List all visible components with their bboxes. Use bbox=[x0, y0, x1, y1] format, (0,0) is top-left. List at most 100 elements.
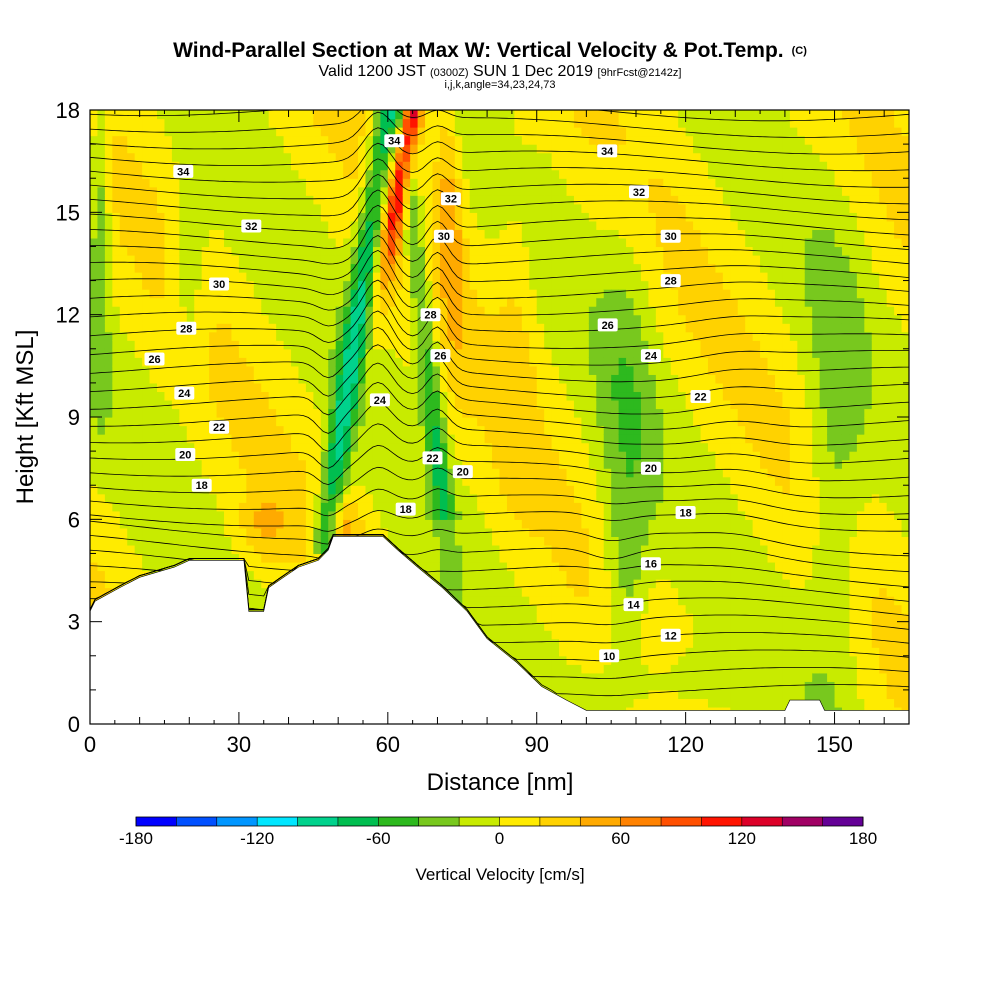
vertical-velocity-cell bbox=[477, 468, 486, 478]
vertical-velocity-cell bbox=[469, 254, 478, 265]
vertical-velocity-cell bbox=[97, 203, 106, 213]
vertical-velocity-cell bbox=[365, 340, 374, 350]
vertical-velocity-cell bbox=[134, 485, 143, 495]
vertical-velocity-cell bbox=[417, 553, 426, 563]
vertical-velocity-cell bbox=[536, 169, 545, 179]
vertical-velocity-cell bbox=[588, 621, 597, 631]
vertical-velocity-cell bbox=[425, 519, 434, 529]
vertical-velocity-cell bbox=[276, 161, 285, 171]
vertical-velocity-cell bbox=[216, 289, 225, 299]
vertical-velocity-cell bbox=[447, 118, 456, 128]
vertical-velocity-cell bbox=[142, 553, 151, 563]
vertical-velocity-cell bbox=[596, 348, 605, 358]
vertical-velocity-cell bbox=[119, 536, 128, 546]
vertical-velocity-cell bbox=[112, 314, 121, 324]
vertical-velocity-cell bbox=[573, 229, 582, 239]
vertical-velocity-cell bbox=[402, 331, 411, 341]
vertical-velocity-cell bbox=[462, 212, 471, 222]
vertical-velocity-cell bbox=[224, 195, 233, 205]
vertical-velocity-cell bbox=[142, 118, 151, 128]
vertical-velocity-cell bbox=[209, 229, 218, 239]
vertical-velocity-cell bbox=[514, 510, 523, 520]
vertical-velocity-cell bbox=[529, 570, 538, 580]
vertical-velocity-cell bbox=[112, 579, 121, 589]
vertical-velocity-cell bbox=[462, 527, 471, 537]
vertical-velocity-cell bbox=[134, 237, 143, 248]
vertical-velocity-cell bbox=[529, 425, 538, 435]
vertical-velocity-cell bbox=[209, 323, 218, 333]
vertical-velocity-cell bbox=[432, 161, 441, 171]
vertical-velocity-cell bbox=[246, 382, 255, 393]
vertical-velocity-cell bbox=[283, 493, 292, 503]
vertical-velocity-cell bbox=[343, 408, 352, 418]
vertical-velocity-cell bbox=[417, 237, 426, 248]
vertical-velocity-cell bbox=[97, 519, 106, 529]
vertical-velocity-cell bbox=[157, 144, 166, 154]
vertical-velocity-cell bbox=[171, 263, 180, 273]
vertical-velocity-cell bbox=[372, 110, 381, 120]
vertical-velocity-cell bbox=[194, 459, 203, 469]
vertical-velocity-cell bbox=[596, 459, 605, 469]
vertical-velocity-cell bbox=[104, 468, 113, 478]
vertical-velocity-cell bbox=[216, 357, 225, 367]
vertical-velocity-cell bbox=[90, 340, 99, 350]
vertical-velocity-cell bbox=[387, 348, 396, 358]
vertical-velocity-cell bbox=[387, 459, 396, 469]
vertical-velocity-cell bbox=[134, 391, 143, 401]
vertical-velocity-cell bbox=[253, 135, 262, 145]
vertical-velocity-cell bbox=[514, 536, 523, 546]
vertical-velocity-cell bbox=[544, 510, 553, 520]
vertical-velocity-cell bbox=[499, 263, 508, 273]
vertical-velocity-cell bbox=[134, 314, 143, 324]
vertical-velocity-cell bbox=[529, 647, 538, 657]
vertical-velocity-cell bbox=[439, 289, 448, 299]
vertical-velocity-cell bbox=[499, 587, 508, 597]
vertical-velocity-cell bbox=[521, 613, 530, 623]
vertical-velocity-cell bbox=[477, 144, 486, 154]
vertical-velocity-cell bbox=[432, 331, 441, 341]
vertical-velocity-cell bbox=[417, 425, 426, 435]
vertical-velocity-cell bbox=[358, 203, 367, 213]
vertical-velocity-cell bbox=[544, 621, 553, 631]
vertical-velocity-cell bbox=[291, 169, 300, 179]
vertical-velocity-cell bbox=[447, 570, 456, 580]
vertical-velocity-cell bbox=[581, 348, 590, 358]
vertical-velocity-cell bbox=[328, 374, 337, 384]
vertical-velocity-cell bbox=[231, 237, 240, 248]
vertical-velocity-cell bbox=[410, 451, 419, 461]
vertical-velocity-cell bbox=[573, 203, 582, 213]
vertical-velocity-cell bbox=[261, 263, 270, 273]
vertical-velocity-cell bbox=[328, 323, 337, 333]
vertical-velocity-cell bbox=[350, 306, 359, 316]
vertical-velocity-cell bbox=[492, 323, 501, 333]
vertical-velocity-cell bbox=[291, 510, 300, 520]
vertical-velocity-cell bbox=[439, 527, 448, 537]
vertical-velocity-cell bbox=[305, 169, 314, 179]
vertical-velocity-cell bbox=[514, 127, 523, 137]
vertical-velocity-cell bbox=[201, 374, 210, 384]
vertical-velocity-cell bbox=[447, 314, 456, 324]
vertical-velocity-cell bbox=[186, 536, 195, 546]
vertical-velocity-cell bbox=[395, 254, 404, 265]
vertical-velocity-cell bbox=[305, 382, 314, 393]
vertical-velocity-cell bbox=[477, 570, 486, 580]
vertical-velocity-cell bbox=[484, 306, 493, 316]
vertical-velocity-cell bbox=[395, 365, 404, 375]
vertical-velocity-cell bbox=[588, 340, 597, 350]
vertical-velocity-cell bbox=[320, 254, 329, 265]
vertical-velocity-cell bbox=[201, 493, 210, 503]
vertical-velocity-cell bbox=[343, 118, 352, 128]
vertical-velocity-cell bbox=[521, 630, 530, 640]
vertical-velocity-cell bbox=[335, 178, 344, 188]
vertical-velocity-cell bbox=[343, 510, 352, 520]
vertical-velocity-cell bbox=[417, 468, 426, 478]
vertical-velocity-cell bbox=[469, 476, 478, 486]
vertical-velocity-cell bbox=[186, 289, 195, 299]
vertical-velocity-cell bbox=[365, 314, 374, 324]
vertical-velocity-cell bbox=[544, 365, 553, 375]
vertical-velocity-cell bbox=[142, 135, 151, 145]
vertical-velocity-cell bbox=[387, 493, 396, 503]
vertical-velocity-cell bbox=[447, 417, 456, 427]
vertical-velocity-cell bbox=[469, 536, 478, 546]
